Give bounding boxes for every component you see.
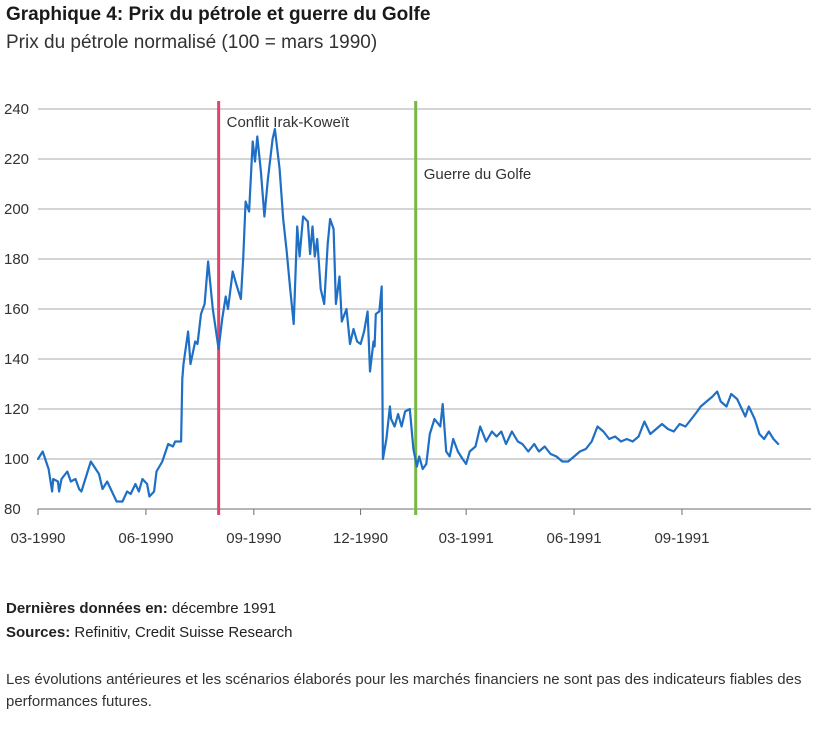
series-layer xyxy=(36,127,780,503)
y-tick-label: 200 xyxy=(4,201,29,218)
x-tick-label: 09-1991 xyxy=(654,530,709,547)
y-axis-ticks: 80 100 120 140 160 180 200 220 240 xyxy=(4,101,29,518)
x-tick-label: 06-1991 xyxy=(547,530,602,547)
x-tick-label: 09-1990 xyxy=(226,530,281,547)
event-markers: Conflit Irak-Koweït Guerre du Golfe xyxy=(217,101,532,515)
x-tick-label: 03-1990 xyxy=(10,530,65,547)
y-tick-label: 140 xyxy=(4,351,29,368)
sources-value: Refinitiv, Credit Suisse Research xyxy=(74,624,293,641)
event-label: Conflit Irak-Koweït xyxy=(227,114,350,131)
x-tick-label: 06-1990 xyxy=(118,530,173,547)
y-tick-label: 100 xyxy=(4,451,29,468)
oil-price-chart: 80 100 120 140 160 180 200 220 240 03-1990 06-199… xyxy=(4,101,811,547)
last-data-note: Dernières données en: décembre 1991 xyxy=(6,600,276,617)
sources-label: Sources: xyxy=(6,624,71,641)
sources-note: Sources: Refinitiv, Credit Suisse Resear… xyxy=(6,624,293,641)
chart-title: Graphique 4: Prix du pétrole et guerre d… xyxy=(6,4,431,25)
x-tick-label: 12-1990 xyxy=(333,530,388,547)
y-tick-label: 240 xyxy=(4,101,29,118)
last-data-label: Dernières données en: xyxy=(6,600,168,617)
chart-subtitle: Prix du pétrole normalisé (100 = mars 19… xyxy=(6,32,378,53)
x-tick-label: 03-1991 xyxy=(439,530,494,547)
last-data-value: décembre 1991 xyxy=(171,600,277,617)
y-tick-label: 160 xyxy=(4,301,29,318)
y-tick-label: 80 xyxy=(4,501,21,518)
y-tick-label: 120 xyxy=(4,401,29,418)
y-tick-label: 180 xyxy=(4,251,29,268)
series-line xyxy=(36,127,780,503)
disclaimer: Les évolutions antérieures et les scénar… xyxy=(6,671,802,710)
x-axis-ticks: 03-1990 06-1990 09-1990 12-1990 03-1991 06-19… xyxy=(10,509,710,547)
event-label: Guerre du Golfe xyxy=(424,166,532,183)
y-tick-label: 220 xyxy=(4,151,29,168)
